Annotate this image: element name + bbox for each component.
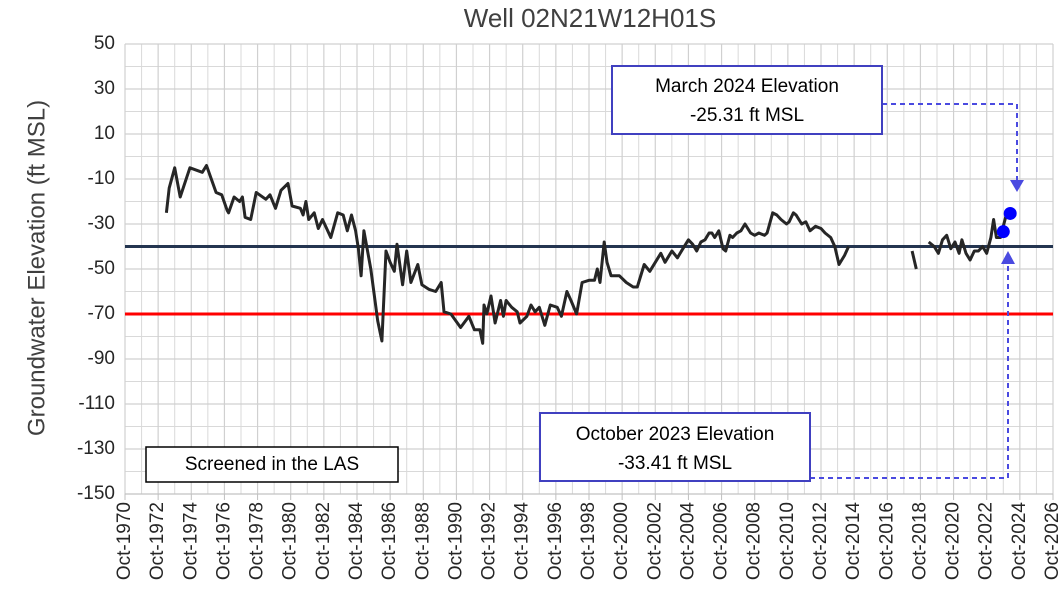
annotation-text: October 2023 Elevation: [576, 424, 775, 445]
y-axis-label: Groundwater Elevation (ft MSL): [23, 100, 50, 436]
y-tick-label: -150: [77, 483, 115, 504]
y-tick-label: -130: [77, 438, 115, 459]
x-tick-label: Oct-2008: [744, 502, 765, 580]
arrowhead: [1010, 180, 1024, 192]
x-tick-label: Oct-2018: [909, 502, 930, 580]
arrowhead: [1001, 251, 1015, 264]
x-tick-label: Oct-1974: [180, 502, 201, 581]
x-tick-label: Oct-1992: [479, 502, 500, 580]
grid: [124, 43, 1054, 500]
x-tick-label: Oct-1986: [379, 502, 400, 580]
y-tick-label: -50: [88, 258, 115, 279]
x-tick-label: Oct-2026: [1042, 502, 1063, 580]
x-tick-label: Oct-2000: [611, 502, 632, 580]
x-tick-label: Oct-1996: [545, 502, 566, 580]
x-tick-label: Oct-2002: [644, 502, 665, 580]
annotation-text: Screened in the LAS: [185, 454, 359, 475]
y-tick-label: 50: [94, 33, 115, 54]
annotation-text: -25.31 ft MSL: [690, 105, 804, 126]
x-tick-label: Oct-1982: [313, 502, 334, 580]
x-tick-label: Oct-2012: [810, 502, 831, 580]
x-tick-label: Oct-2006: [711, 502, 732, 580]
annotation-box: [539, 412, 811, 482]
y-tick-label: 30: [94, 78, 115, 99]
y-tick-label: -110: [78, 393, 115, 414]
y-tick-label: 10: [94, 123, 115, 144]
connector: [810, 258, 1009, 479]
x-tick-label: Oct-1994: [512, 502, 533, 581]
y-tick-label: -10: [88, 168, 115, 189]
x-tick-label: Oct-1984: [346, 502, 367, 581]
x-tick-label: Oct-2016: [876, 502, 897, 580]
chart-title: Well 02N21W12H01S: [464, 3, 716, 33]
screen-note: Screened in the LAS: [145, 446, 399, 483]
x-tick-label: Oct-2022: [976, 502, 997, 580]
callout-october: October 2023 Elevation -33.41 ft MSL: [539, 251, 1015, 482]
y-tick-label: -90: [88, 348, 115, 369]
x-tick-label: Oct-1970: [114, 502, 135, 580]
x-tick-label: Oct-2024: [1009, 502, 1030, 581]
x-tick-label: Oct-1976: [213, 502, 234, 580]
annotation-text: -33.41 ft MSL: [618, 453, 732, 474]
x-tick-label: Oct-2014: [843, 502, 864, 581]
x-tick-label: Oct-1978: [247, 502, 268, 580]
y-tick-label: -70: [88, 303, 115, 324]
data-line: [164, 164, 1009, 345]
x-tick-label: Oct-1980: [280, 502, 301, 580]
x-tick-label: Oct-1998: [578, 502, 599, 580]
connector: [882, 103, 1018, 186]
highlight-point: [996, 225, 1010, 239]
annotation-box: [145, 446, 399, 483]
x-tick-label: Oct-1988: [412, 502, 433, 580]
annotation-box: [611, 65, 883, 135]
highlight-point: [1003, 206, 1017, 220]
x-tick-label: Oct-1990: [445, 502, 466, 580]
callout-march: March 2024 Elevation -25.31 ft MSL: [611, 65, 1024, 192]
annotation-text: March 2024 Elevation: [655, 76, 839, 97]
x-tick-label: Oct-2020: [943, 502, 964, 580]
x-tick-label: Oct-2010: [777, 502, 798, 580]
plot: [125, 164, 1053, 345]
x-tick-label: Oct-1972: [147, 502, 168, 580]
y-tick-label: -30: [88, 213, 115, 234]
x-tick-label: Oct-2004: [677, 502, 698, 581]
